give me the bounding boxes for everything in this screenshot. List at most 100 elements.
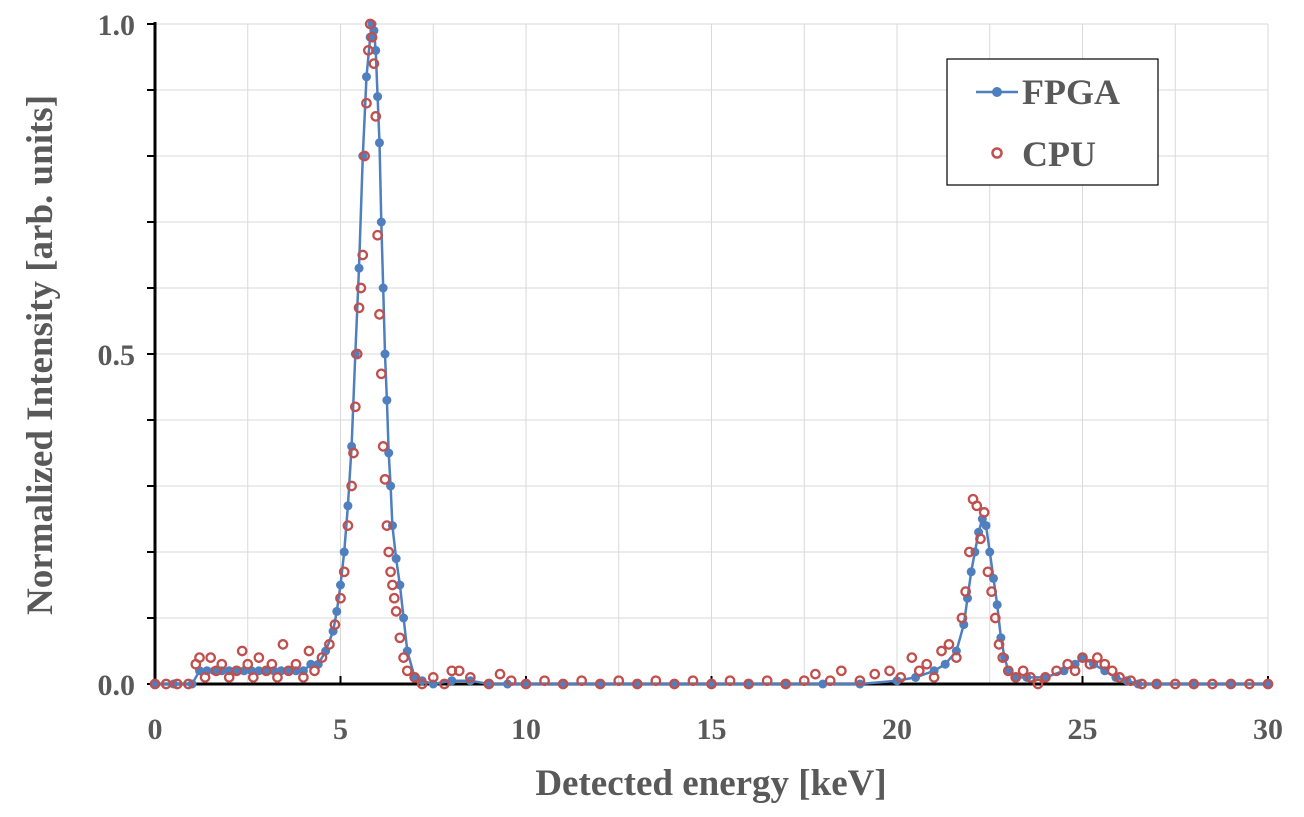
fpga-point	[595, 679, 605, 689]
fpga-point	[1263, 679, 1273, 689]
cpu-point	[576, 675, 588, 687]
cpu-point	[631, 678, 643, 690]
cpu-point	[956, 612, 968, 624]
cpu-point	[316, 652, 328, 663]
fpga-point	[1078, 653, 1087, 663]
legend-box	[946, 58, 1159, 186]
cpu-point	[951, 652, 962, 663]
cpu-point	[260, 665, 272, 677]
cpu-point	[798, 675, 810, 687]
cpu-point	[375, 368, 387, 380]
cpu-point	[364, 18, 376, 30]
fpga-point	[558, 679, 568, 689]
fpga-point	[992, 600, 1002, 610]
cpu-point	[960, 586, 971, 597]
cpu-point	[381, 520, 393, 531]
cpu-point	[349, 401, 361, 413]
cpu-point	[439, 678, 450, 690]
cpu-point	[483, 678, 495, 690]
cpu-point	[409, 672, 421, 683]
cpu-point	[810, 668, 821, 680]
cpu-point	[231, 665, 242, 677]
fpga-point	[399, 613, 409, 623]
series-cpu	[149, 18, 1274, 690]
cpu-point	[869, 668, 881, 680]
y-tick-label: 0.0	[98, 669, 136, 702]
tick-labels: 0 5 10 15 20 25 30 0.0 0.5 1.0	[98, 9, 1284, 746]
cpu-point	[266, 658, 278, 670]
cpu-point	[613, 675, 625, 687]
fpga-point	[484, 679, 494, 689]
cpu-point	[557, 678, 569, 690]
cpu-point	[1017, 665, 1029, 677]
cpu-point	[1032, 678, 1044, 690]
fpga-point	[1226, 679, 1236, 689]
cpu-point	[982, 566, 994, 578]
cpu-point	[351, 348, 363, 360]
fpga-point	[332, 606, 342, 616]
legend: FPGA CPU	[946, 58, 1159, 186]
cpu-point	[290, 658, 302, 670]
cpu-point	[277, 639, 289, 650]
cpu-point	[1169, 678, 1181, 690]
fpga-point	[374, 138, 384, 148]
cpu-point	[283, 665, 294, 677]
cpu-point	[390, 606, 402, 617]
fpga-point	[382, 395, 392, 405]
cpu-point	[394, 632, 406, 644]
cpu-point	[387, 579, 398, 591]
cpu-point	[374, 309, 385, 320]
cpu-point	[669, 678, 680, 690]
fpga-point	[521, 679, 531, 689]
cpu-point	[210, 665, 222, 677]
cpu-point	[398, 652, 409, 663]
cpu-point	[324, 639, 335, 650]
fpga-point	[371, 45, 381, 55]
fpga-point	[391, 554, 401, 564]
legend-fpga-label: FPGA	[1022, 72, 1120, 112]
cpu-point	[183, 678, 194, 690]
cpu-point	[921, 658, 933, 670]
cpu-point	[272, 672, 283, 683]
cpu-point	[928, 672, 940, 683]
fpga-point	[354, 263, 364, 273]
cpu-point	[1091, 652, 1103, 663]
fpga-point	[669, 679, 679, 689]
cpu-point	[357, 249, 369, 261]
cpu-point	[370, 111, 382, 122]
cpu-point	[194, 652, 205, 663]
cpu-point	[160, 678, 172, 690]
cpu-point	[342, 520, 354, 531]
x-tick-label: 10	[511, 713, 541, 746]
fpga-point	[343, 501, 353, 511]
cpu-point	[1051, 665, 1062, 677]
cpu-point	[385, 566, 396, 578]
cpu-point	[1114, 672, 1125, 683]
x-tick-label: 20	[882, 713, 912, 746]
cpu-point	[1262, 678, 1274, 690]
cpu-point	[335, 592, 346, 604]
fpga-point	[985, 547, 995, 557]
cpu-point	[1077, 652, 1088, 663]
cpu-point	[1225, 678, 1237, 690]
fpga-point	[966, 567, 976, 577]
cpu-point	[366, 31, 378, 43]
cpu-point	[253, 652, 265, 663]
x-tick-label: 5	[333, 713, 348, 746]
cpu-point	[236, 645, 248, 657]
cpu-point	[383, 546, 395, 558]
cpu-point	[216, 658, 228, 670]
fpga-point	[232, 666, 242, 676]
cpu-point	[963, 546, 975, 558]
fpga-point	[376, 217, 386, 227]
cpu-point	[943, 639, 955, 650]
x-axis-title: Detected energy [keV]	[535, 763, 886, 804]
fpga-point	[254, 666, 264, 676]
cpu-point	[368, 58, 380, 69]
y-axis-title: Normalized Intensity [arb. units]	[20, 95, 61, 615]
cpu-point	[913, 665, 925, 677]
fpga-point	[373, 92, 383, 102]
cpu-point	[1136, 678, 1148, 690]
cpu-point	[223, 672, 235, 683]
